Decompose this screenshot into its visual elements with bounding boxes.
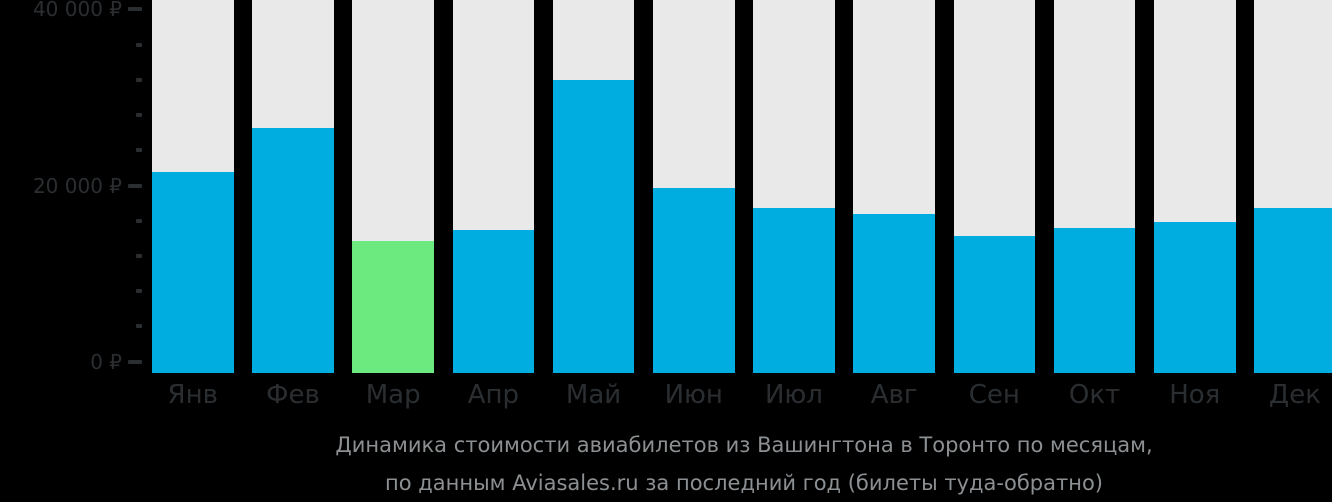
bar-Янв[interactable] xyxy=(152,172,234,373)
bar-Фев[interactable] xyxy=(252,128,334,373)
bar-Ноя[interactable] xyxy=(1154,221,1236,373)
bar-Апр[interactable] xyxy=(452,229,535,373)
y-axis-major-tick xyxy=(127,359,142,364)
chart-caption: Динамика стоимости авиабилетов из Вашинг… xyxy=(156,426,1332,502)
y-axis-minor-tick xyxy=(135,113,142,118)
x-axis-label-Ноя: Ноя xyxy=(1169,380,1221,410)
x-axis-label-Мар: Мар xyxy=(365,380,421,410)
x-axis-label-Дек: Дек xyxy=(1268,380,1321,410)
bar-Июн[interactable] xyxy=(653,188,735,373)
y-axis-minor-tick xyxy=(135,77,142,82)
bar-Май[interactable] xyxy=(552,79,635,373)
x-axis-label-Авг: Авг xyxy=(870,380,918,410)
x-axis-label-Окт: Окт xyxy=(1068,380,1121,410)
y-axis-minor-tick xyxy=(135,253,142,258)
y-axis-minor-tick xyxy=(135,148,142,153)
y-axis-major-tick xyxy=(127,7,142,12)
bar-Авг[interactable] xyxy=(853,213,935,373)
y-axis-tick-label: 0 ₽ xyxy=(90,349,122,374)
y-axis-tick-label: 40 000 ₽ xyxy=(32,0,122,22)
bar-Дек[interactable] xyxy=(1254,207,1332,373)
y-axis-tick-label: 20 000 ₽ xyxy=(32,173,122,198)
x-axis-label-Июн: Июн xyxy=(664,380,723,410)
bar-Сен[interactable] xyxy=(953,235,1036,373)
caption-line-1: Динамика стоимости авиабилетов из Вашинг… xyxy=(335,433,1153,457)
y-axis-minor-tick xyxy=(135,42,142,47)
caption-line-2: по данным Aviasales.ru за последний год … xyxy=(385,471,1103,495)
x-axis-label-Июл: Июл xyxy=(764,380,823,410)
y-axis-minor-tick xyxy=(135,218,142,223)
x-axis-label-Апр: Апр xyxy=(467,380,519,410)
bar-Окт[interactable] xyxy=(1053,227,1136,373)
x-axis-label-Май: Май xyxy=(565,380,622,410)
y-axis-minor-tick xyxy=(135,289,142,294)
y-axis-minor-tick xyxy=(135,324,142,329)
y-axis-major-tick xyxy=(127,183,142,188)
bar-Июл[interactable] xyxy=(753,208,835,373)
x-axis-label-Сен: Сен xyxy=(968,380,1020,410)
x-axis-label-Янв: Янв xyxy=(167,380,218,410)
bar-Мар[interactable] xyxy=(352,241,434,373)
x-axis-label-Фев: Фев xyxy=(266,380,320,410)
